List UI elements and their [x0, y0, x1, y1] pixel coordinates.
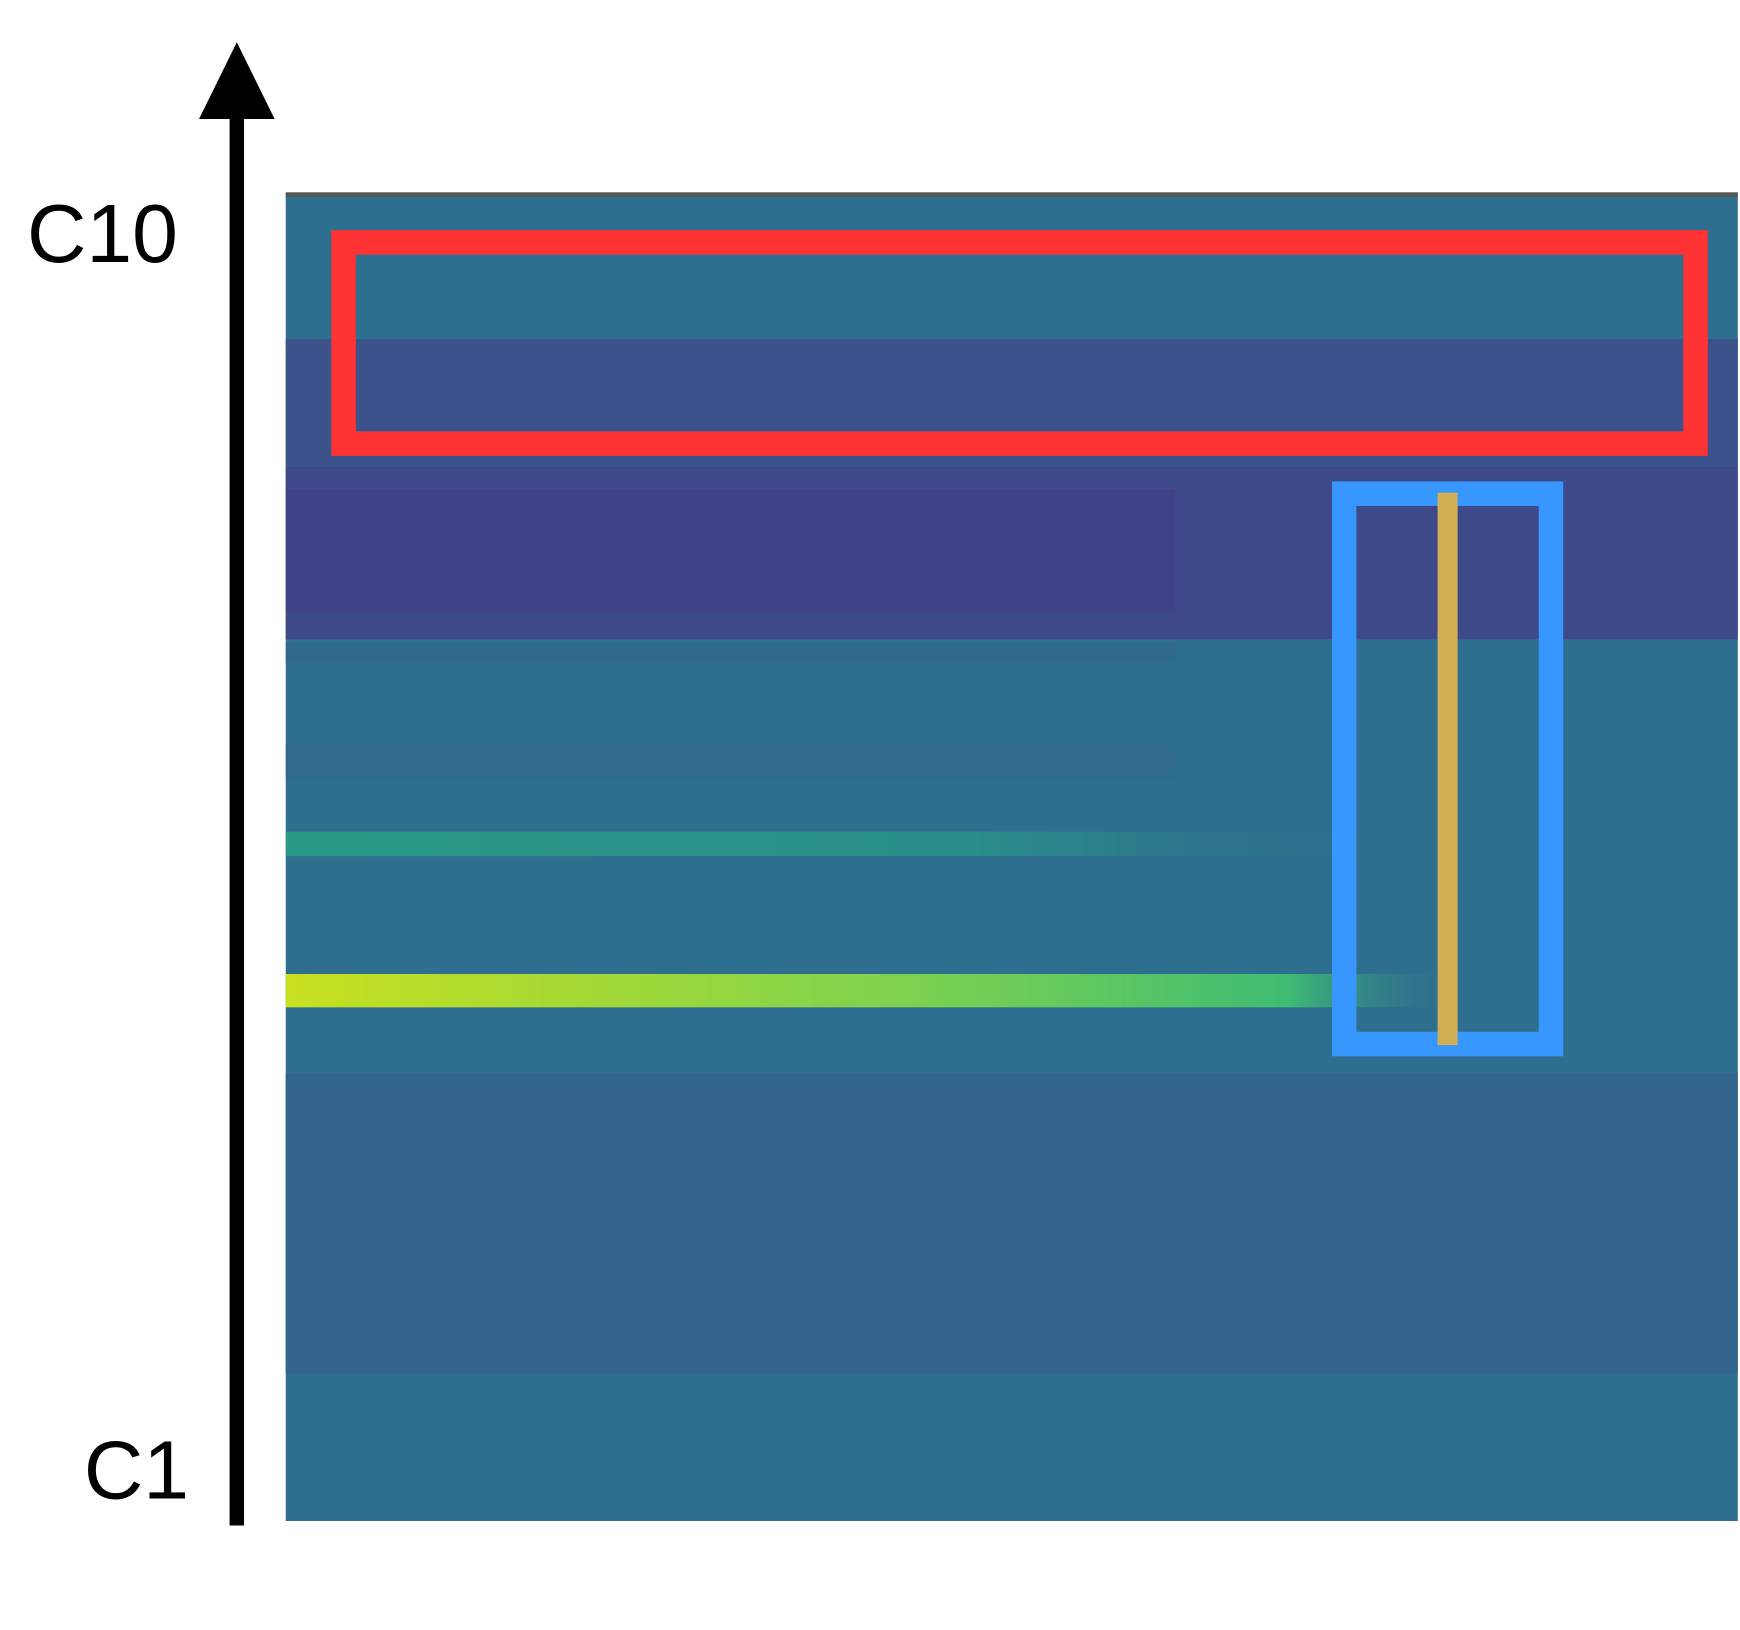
- band-texture: [285, 744, 1176, 779]
- top-label: C10: [27, 189, 178, 280]
- heatmap: [285, 192, 1738, 1522]
- streak: [285, 973, 1465, 1008]
- streak: [285, 831, 1431, 857]
- bottom-label: C1: [84, 1425, 189, 1516]
- band-texture: [285, 642, 1176, 663]
- heatmap-top-edge: [285, 192, 1738, 197]
- band: [285, 1072, 1738, 1374]
- band-texture: [285, 489, 1176, 612]
- axis-arrowhead: [199, 42, 275, 119]
- row-highlight: [331, 230, 1708, 456]
